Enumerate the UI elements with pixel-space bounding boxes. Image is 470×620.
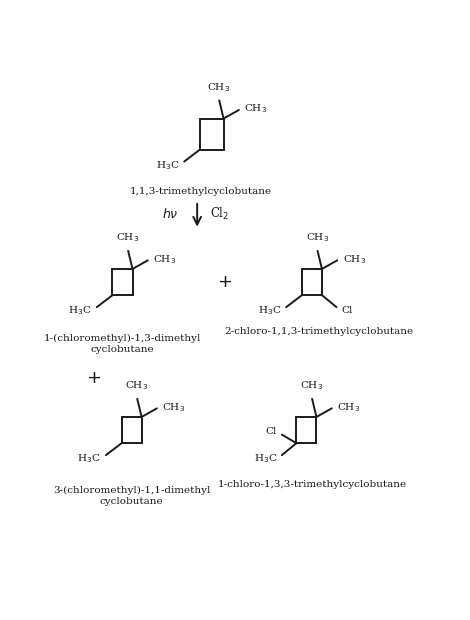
Text: CH$_3$: CH$_3$ xyxy=(207,81,230,94)
Bar xyxy=(297,417,316,443)
Text: H$_3$C: H$_3$C xyxy=(78,453,101,466)
Text: H$_3$C: H$_3$C xyxy=(254,453,277,466)
Bar xyxy=(122,417,141,443)
Text: 3-(chloromethyl)-1,1-dimethyl
cyclobutane: 3-(chloromethyl)-1,1-dimethyl cyclobutan… xyxy=(53,486,210,506)
Text: CH$_3$: CH$_3$ xyxy=(244,103,267,115)
Text: CH$_3$: CH$_3$ xyxy=(306,231,329,244)
Text: 1,1,3-trimethylcyclobutane: 1,1,3-trimethylcyclobutane xyxy=(130,187,272,196)
Bar xyxy=(112,269,133,295)
Text: H$_3$C: H$_3$C xyxy=(258,304,281,317)
Text: 2-chloro-1,1,3-trimethylcyclobutane: 2-chloro-1,1,3-trimethylcyclobutane xyxy=(225,327,414,337)
Text: Cl: Cl xyxy=(341,306,352,316)
Text: CH$_3$: CH$_3$ xyxy=(116,231,139,244)
Text: H$_3$C: H$_3$C xyxy=(68,304,92,317)
Text: Cl: Cl xyxy=(266,427,277,436)
Text: 1-(chloromethyl)-1,3-dimethyl
cyclobutane: 1-(chloromethyl)-1,3-dimethyl cyclobutan… xyxy=(44,334,201,354)
Text: CH$_3$: CH$_3$ xyxy=(300,379,323,392)
Text: Cl$_2$: Cl$_2$ xyxy=(210,206,229,223)
Text: CH$_3$: CH$_3$ xyxy=(337,401,360,414)
Text: +: + xyxy=(217,273,232,291)
Text: CH$_3$: CH$_3$ xyxy=(153,253,176,266)
Text: 1-chloro-1,3,3-trimethylcyclobutane: 1-chloro-1,3,3-trimethylcyclobutane xyxy=(217,480,407,489)
Text: H$_3$C: H$_3$C xyxy=(156,159,179,172)
Text: $h\nu$: $h\nu$ xyxy=(162,207,178,221)
Text: CH$_3$: CH$_3$ xyxy=(125,379,149,392)
Text: CH$_3$: CH$_3$ xyxy=(162,401,186,414)
Text: +: + xyxy=(86,368,101,386)
Bar xyxy=(302,269,322,295)
Bar xyxy=(200,118,224,149)
Text: CH$_3$: CH$_3$ xyxy=(343,253,366,266)
